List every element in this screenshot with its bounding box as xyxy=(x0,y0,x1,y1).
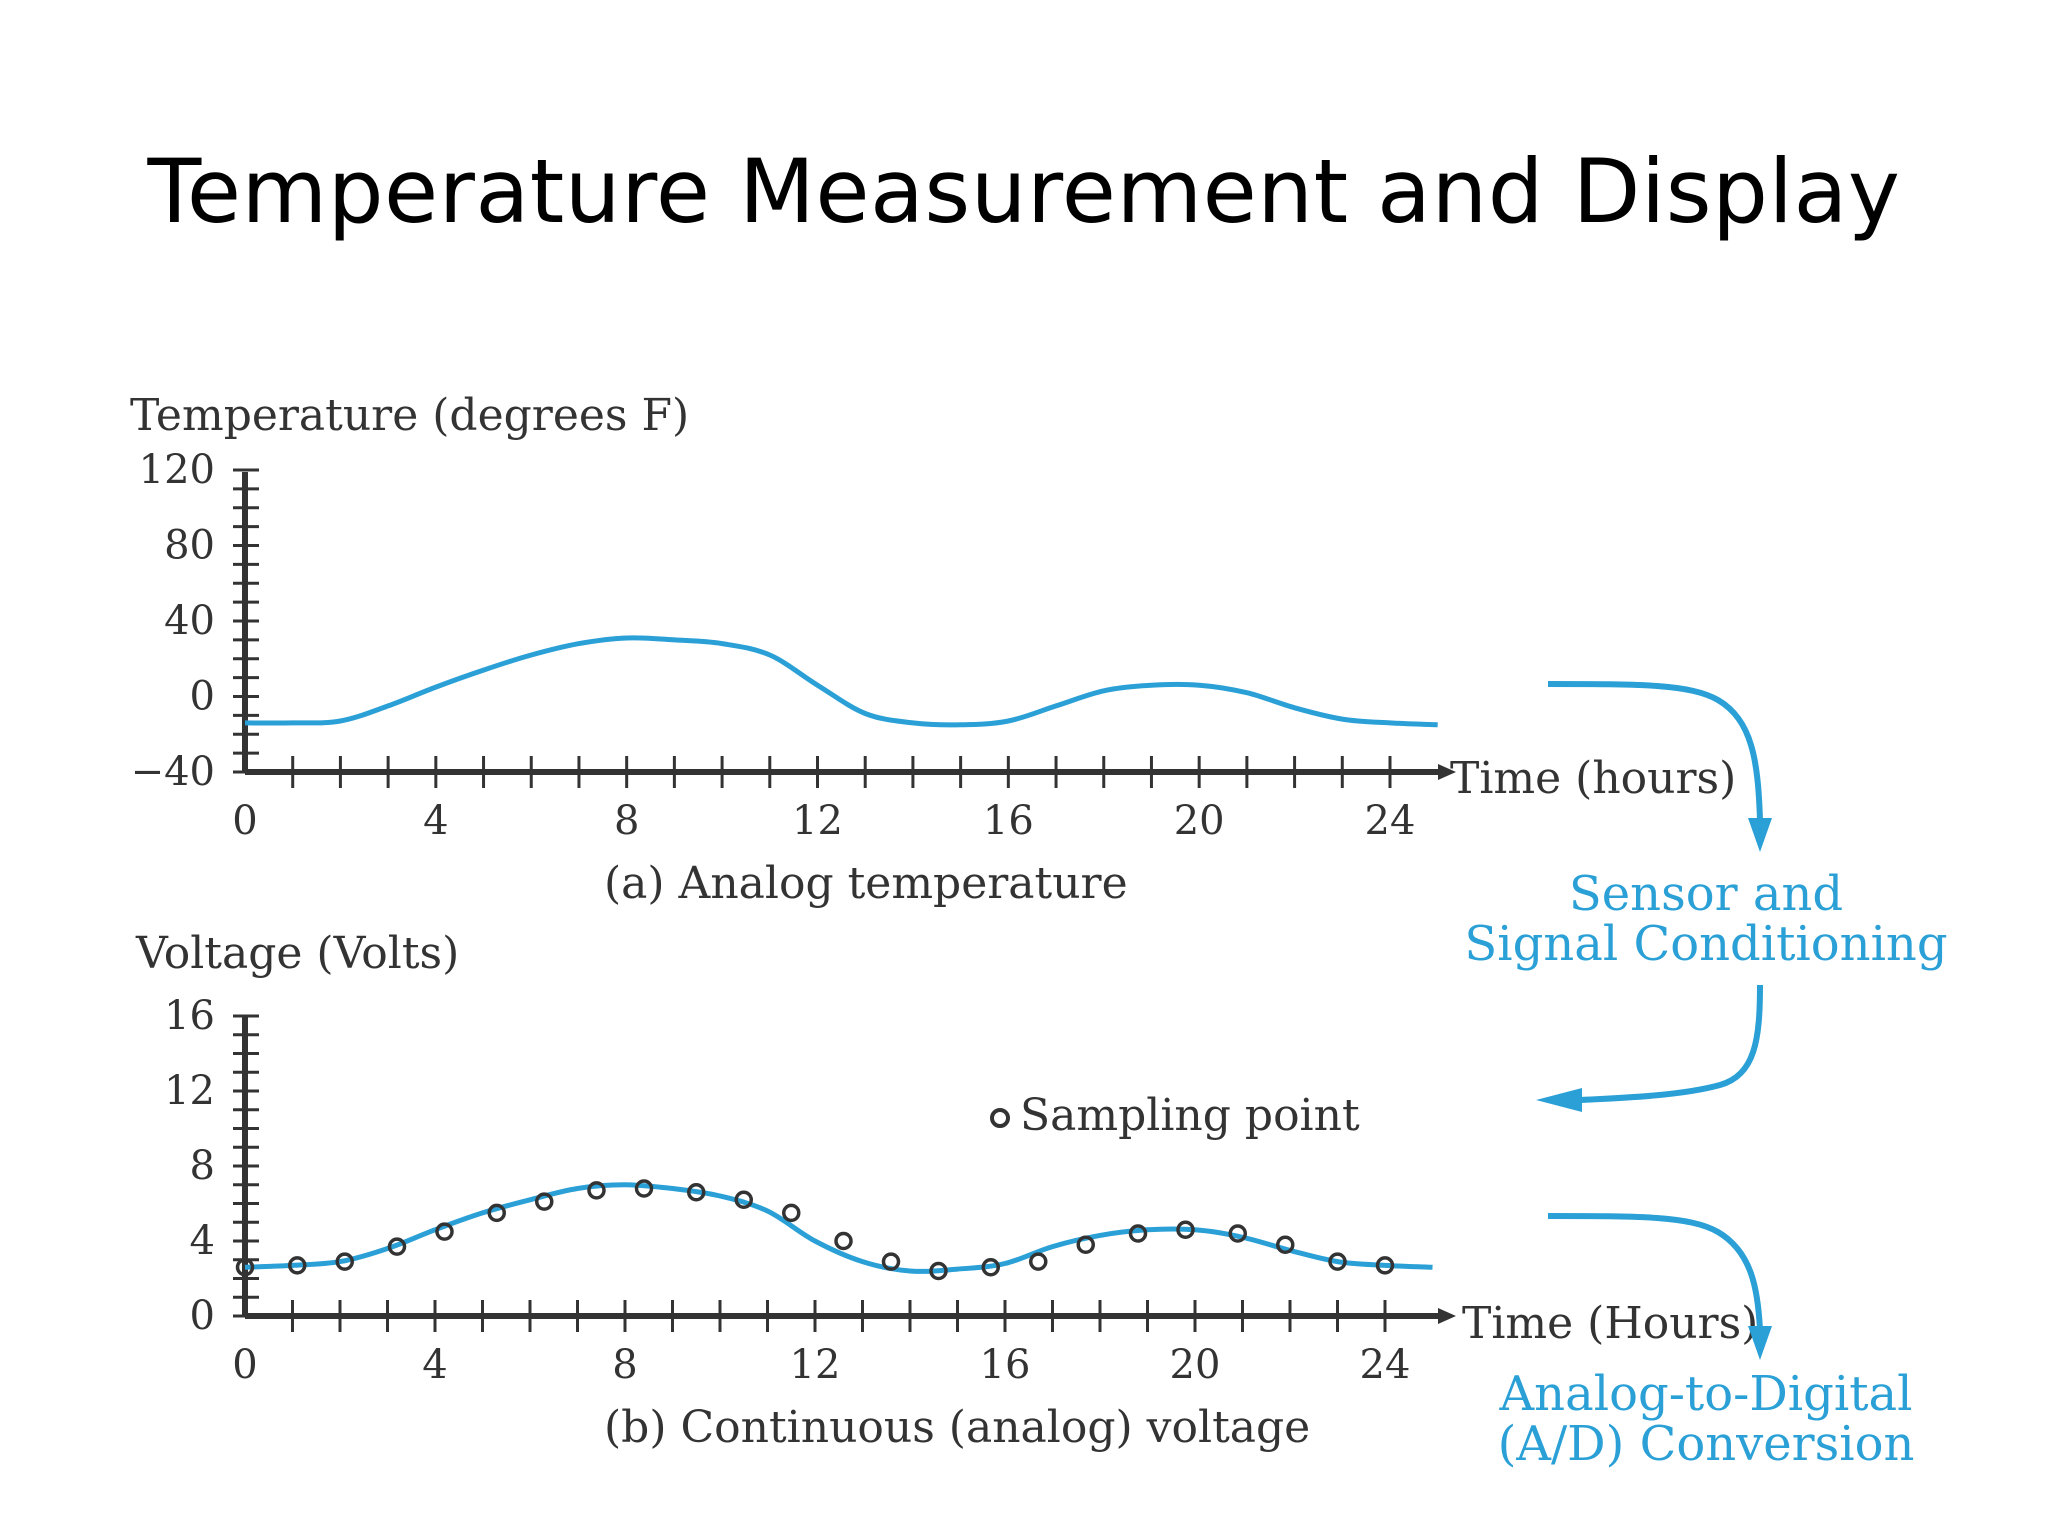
chart-b-sampling-point xyxy=(1176,1220,1195,1239)
chart-b-sampling-point xyxy=(1029,1252,1048,1271)
chart-a-xlabel: Time (hours) xyxy=(1450,753,1736,804)
chart-a-ylabel: Temperature (degrees F) xyxy=(130,390,689,441)
flow-arrow-to-ad xyxy=(1547,1213,1763,1331)
chart-a-x-tick-label: 8 xyxy=(614,798,639,844)
chart-a-y-tick-label: 120 xyxy=(139,447,215,493)
chart-b-sampling-point xyxy=(288,1256,307,1275)
chart-b-sampling-point xyxy=(1076,1235,1095,1254)
chart-a-x-tick-label: 16 xyxy=(983,798,1034,844)
chart-b-x-tick-label: 16 xyxy=(980,1342,1031,1388)
chart-b-sampling-point xyxy=(587,1181,606,1200)
chart-b-y-tick-label: 4 xyxy=(190,1218,215,1264)
flow-arrow-to-sensor xyxy=(1547,681,1763,821)
chart-b-x-tick-label: 12 xyxy=(790,1342,841,1388)
chart-a-y-tick-label: 0 xyxy=(190,674,215,720)
chart-b-sampling-point xyxy=(734,1190,753,1209)
slide-title: Temperature Measurement and Display xyxy=(147,140,1901,243)
legend-sampling-point-label: Sampling point xyxy=(1020,1090,1360,1141)
chart-a-y-tick-label: 80 xyxy=(164,523,215,569)
flow-arrow-to-sensor-head xyxy=(1748,818,1772,852)
chart-b-sampling-point xyxy=(1276,1235,1295,1254)
chart-a-x-tick-label: 12 xyxy=(792,798,843,844)
chart-b-sampling-point xyxy=(929,1261,948,1281)
sensor-label-line2: Signal Conditioning xyxy=(1464,916,1947,972)
chart-b-sampling-point xyxy=(387,1237,407,1256)
chart-b-sampling-point xyxy=(487,1203,506,1223)
chart-b-sampling-point xyxy=(235,1258,255,1277)
chart-b-sampling-point xyxy=(782,1203,801,1223)
chart-b-sampling-point xyxy=(535,1192,554,1211)
chart-a-y-tick-label: −40 xyxy=(131,749,215,795)
chart-a-x-axis-arrow xyxy=(1438,764,1456,780)
chart-a-caption: (a) Analog temperature xyxy=(604,858,1128,909)
chart-analog-temperature: Temperature (degrees F) Time (hours) (a)… xyxy=(130,390,1736,909)
chart-b-ylabel: Voltage (Volts) xyxy=(135,928,459,979)
chart-b-y-tick-label: 8 xyxy=(190,1143,215,1189)
chart-b-sampling-point xyxy=(834,1231,853,1251)
chart-b-caption: (b) Continuous (analog) voltage xyxy=(604,1402,1310,1453)
chart-b-y-tick-label: 12 xyxy=(164,1068,215,1114)
chart-a-x-tick-label: 20 xyxy=(1174,798,1225,844)
chart-b-sampling-point xyxy=(981,1258,1000,1277)
chart-b-sampling-point xyxy=(1128,1224,1148,1243)
chart-b-x-tick-label: 8 xyxy=(612,1342,637,1388)
flow-arrow-to-ad-head xyxy=(1748,1326,1772,1360)
flow-arrow-from-sensor xyxy=(1579,984,1763,1103)
chart-b-sampling-point xyxy=(687,1183,706,1202)
chart-b-x-tick-label: 20 xyxy=(1170,1342,1221,1388)
ad-label-line1: Analog-to-Digital xyxy=(1499,1366,1913,1422)
chart-a-x-tick-label: 0 xyxy=(232,798,257,844)
ad-label-line2: (A/D) Conversion xyxy=(1498,1416,1915,1472)
chart-b-sampling-point xyxy=(634,1179,654,1198)
chart-b-sampling-point xyxy=(435,1222,454,1241)
chart-b-y-tick-label: 16 xyxy=(164,993,215,1039)
chart-b-x-tick-label: 4 xyxy=(422,1342,447,1388)
chart-b-x-axis-arrow xyxy=(1438,1308,1456,1324)
chart-analog-voltage: Voltage (Volts) Time (Hours) (b) Continu… xyxy=(135,928,1758,1453)
sensor-label-line1: Sensor and xyxy=(1569,866,1843,922)
chart-b-sampling-point xyxy=(1228,1224,1247,1243)
process-flow: Sensor and Signal Conditioning Analog-to… xyxy=(1464,681,1948,1472)
chart-a-x-tick-label: 4 xyxy=(423,798,448,844)
chart-a-series-line xyxy=(244,635,1438,728)
chart-a-x-tick-label: 24 xyxy=(1365,798,1416,844)
chart-b-x-tick-label: 0 xyxy=(232,1342,257,1388)
chart-b-xlabel: Time (Hours) xyxy=(1462,1298,1758,1349)
chart-b-sampling-point xyxy=(335,1252,354,1271)
chart-b-y-tick-label: 0 xyxy=(190,1293,215,1339)
chart-b-sampling-point xyxy=(881,1252,901,1271)
chart-a-y-tick-label: 40 xyxy=(164,598,215,644)
legend-sampling-point-marker xyxy=(990,1108,1010,1128)
chart-b-series-line xyxy=(244,1182,1433,1274)
flow-arrow-from-sensor-head xyxy=(1536,1088,1582,1112)
chart-b-x-tick-label: 24 xyxy=(1360,1342,1411,1388)
chart-b-sampling-point xyxy=(1375,1256,1395,1275)
chart-b-sampling-point xyxy=(1328,1252,1347,1271)
